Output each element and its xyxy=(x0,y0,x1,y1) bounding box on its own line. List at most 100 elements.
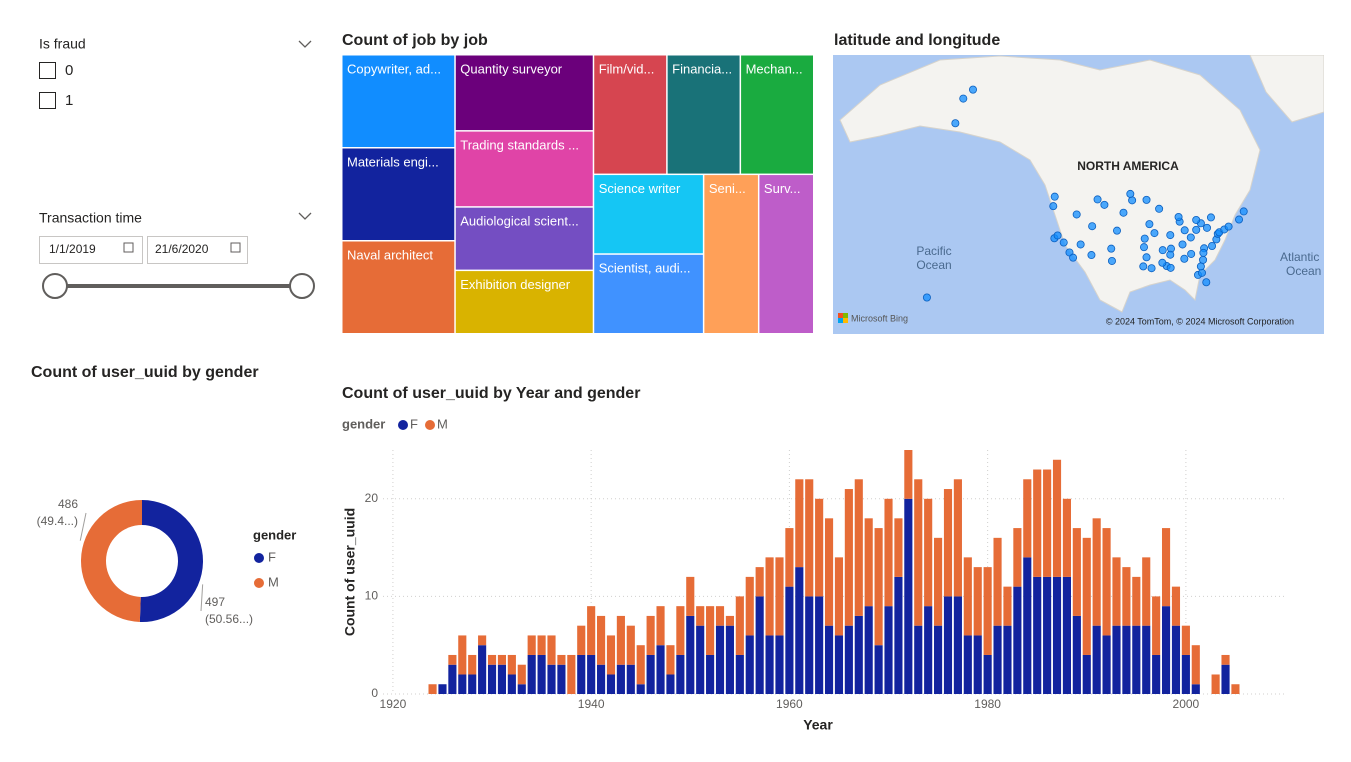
checkbox-label[interactable]: 1 xyxy=(65,92,73,109)
bar-segment xyxy=(557,654,566,665)
bar-segment xyxy=(953,479,962,597)
bar-segment xyxy=(1221,664,1230,694)
bar-segment xyxy=(567,654,576,694)
bar-segment xyxy=(1161,606,1171,694)
y-tick-label: 10 xyxy=(365,589,379,603)
map-point xyxy=(1199,255,1208,264)
calendar-icon[interactable] xyxy=(230,242,241,253)
bar-segment xyxy=(1013,586,1022,694)
bar-segment xyxy=(517,684,526,694)
date-input[interactable] xyxy=(39,236,143,264)
logo xyxy=(843,313,848,318)
bar-segment xyxy=(934,537,943,626)
data-label: (49.4...) xyxy=(37,514,78,528)
bar-segment xyxy=(765,557,774,636)
bar-segment xyxy=(597,664,606,694)
bar-segment xyxy=(834,635,844,694)
map-point xyxy=(1093,195,1102,204)
bar-segment xyxy=(924,606,933,694)
bar-segment xyxy=(448,654,457,665)
map-point xyxy=(1088,222,1097,231)
map-point xyxy=(969,85,978,94)
land xyxy=(839,55,1261,313)
leader-line xyxy=(200,584,204,612)
treemap-tile xyxy=(667,55,740,174)
bar-segment xyxy=(1082,654,1091,694)
bar-segment xyxy=(696,606,705,626)
map-attribution: © 2024 TomTom, © 2024 Microsoft Corporat… xyxy=(1106,316,1294,326)
checkbox-label[interactable]: 0 xyxy=(65,62,73,79)
bar-segment xyxy=(735,654,744,694)
bar-segment xyxy=(894,576,903,694)
bar-segment xyxy=(854,615,863,694)
map-point xyxy=(959,94,968,103)
checkbox[interactable] xyxy=(39,62,56,79)
bar-segment xyxy=(1102,528,1111,636)
slider-handle[interactable] xyxy=(289,273,315,299)
map-point xyxy=(1192,225,1201,234)
bar-segment xyxy=(943,596,953,694)
bar-segment xyxy=(597,615,606,665)
bar-segment xyxy=(785,528,794,587)
map-point xyxy=(1053,231,1062,240)
bar-segment xyxy=(517,664,526,685)
x-tick-label: 1940 xyxy=(578,697,605,711)
bar-segment xyxy=(1033,469,1042,577)
legend-title: gender xyxy=(342,416,385,431)
legend-label: M xyxy=(268,574,279,589)
bar-segment xyxy=(1142,557,1151,626)
bar-segment xyxy=(706,606,715,655)
calendar-icon[interactable] xyxy=(123,242,134,253)
tile-label: Science writer xyxy=(599,181,681,196)
bar-segment xyxy=(676,606,685,655)
data-label: 486 xyxy=(58,497,78,511)
checkbox[interactable] xyxy=(39,92,56,109)
tile-label: Naval architect xyxy=(347,247,433,262)
bar-segment xyxy=(468,674,477,694)
treemap-tile xyxy=(455,55,593,131)
bar-segment xyxy=(765,635,774,694)
bar-segment xyxy=(983,567,992,655)
map: NORTH AMERICA Pacific Ocean Atlantic Oce… xyxy=(833,55,1324,334)
bar-segment xyxy=(1102,635,1111,694)
legend-label: M xyxy=(437,416,448,431)
map-point xyxy=(1235,215,1244,224)
bar-segment xyxy=(1062,576,1071,694)
bar-segment xyxy=(805,479,814,597)
tile-label: Film/vid... xyxy=(599,61,655,76)
chevron[interactable] xyxy=(298,40,312,48)
bar-segment xyxy=(1152,654,1161,694)
bar-segment xyxy=(795,567,804,694)
bar-segment xyxy=(458,674,467,694)
legend-marker xyxy=(254,553,264,563)
bar-segment xyxy=(487,654,497,665)
bar-segment xyxy=(1062,498,1071,577)
legend-title: gender xyxy=(253,527,296,542)
treemap-tile xyxy=(342,148,455,240)
bar-segment xyxy=(1181,625,1190,655)
treemap-tile xyxy=(455,131,593,207)
slider-handle[interactable] xyxy=(42,273,68,299)
bar-segment xyxy=(775,557,784,636)
bar-segment xyxy=(557,664,566,694)
bar-segment xyxy=(755,596,764,694)
bar-segment xyxy=(844,625,853,694)
chevron[interactable] xyxy=(298,212,312,220)
bar-segment xyxy=(468,654,477,675)
bar-segment xyxy=(1231,684,1240,694)
bar-segment xyxy=(458,635,467,675)
tile-label: Surv... xyxy=(764,181,801,196)
tile-label: Copywriter, ad... xyxy=(347,61,441,76)
bar-segment xyxy=(537,654,546,694)
x-tick-label: 1960 xyxy=(776,697,803,711)
map-point xyxy=(1050,192,1059,201)
bar-segment xyxy=(537,635,546,655)
bar-segment xyxy=(1171,625,1181,694)
chart-title: Count of user_uuid by Year and gender xyxy=(342,385,640,402)
map-point xyxy=(951,119,960,128)
bar-segment xyxy=(1191,645,1200,685)
tile-label: Exhibition designer xyxy=(460,277,571,292)
map-label: Ocean xyxy=(916,258,951,272)
bar-segment xyxy=(884,606,893,694)
